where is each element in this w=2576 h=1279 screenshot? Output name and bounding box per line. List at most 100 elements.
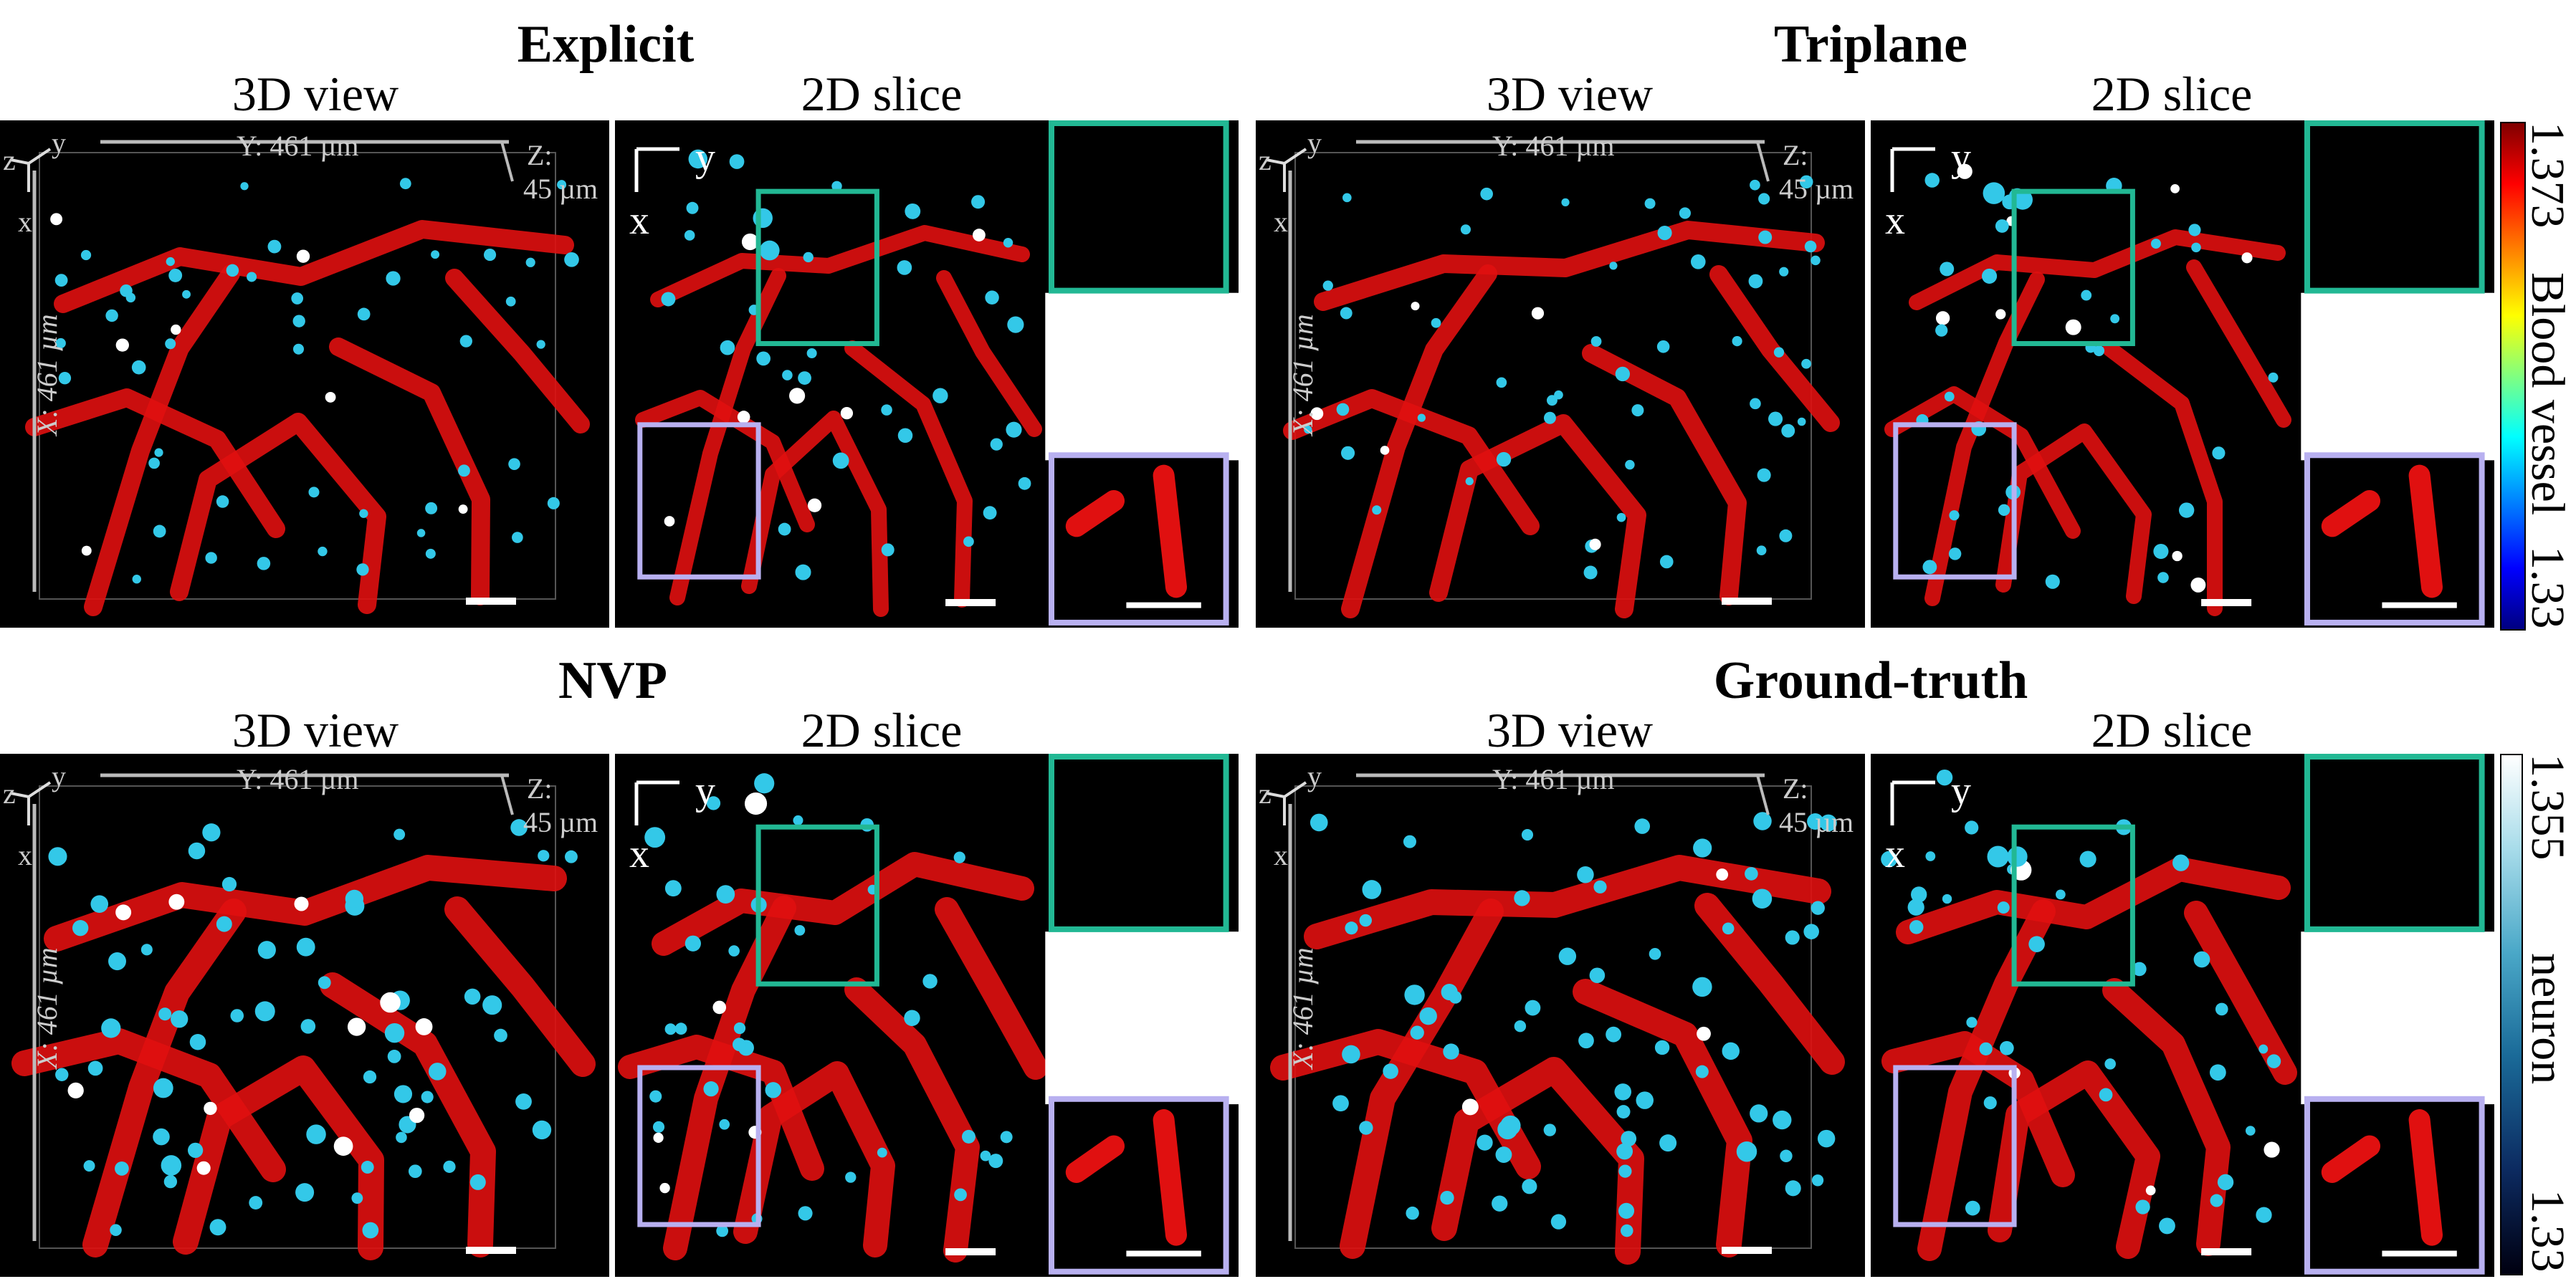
neuron-cell	[1936, 769, 1953, 786]
neuron-cell	[2172, 854, 2190, 871]
neuron-cell	[688, 149, 708, 169]
z-dimension-label: Z:	[1783, 772, 1808, 805]
neuron-cell	[659, 1182, 670, 1194]
neuron-cell	[158, 1007, 172, 1021]
neuron-cell	[308, 487, 320, 498]
neuron-cell	[384, 1022, 405, 1043]
neuron-cell	[1609, 262, 1618, 270]
neuron-cell	[972, 229, 986, 241]
neuron-cell	[380, 992, 401, 1013]
neuron-cell	[1340, 446, 1355, 460]
neuron-cell	[719, 1118, 730, 1130]
neuron-cell	[1957, 163, 1972, 179]
neuron-cell	[729, 154, 745, 169]
neuron-cell	[55, 337, 66, 349]
axis-y-label: y	[1951, 135, 1971, 180]
neuron-cell	[1561, 198, 1570, 206]
vessel-segment	[733, 1061, 895, 1258]
neuron-cell	[48, 847, 67, 866]
neuron-cell	[2012, 189, 2033, 210]
neuron-cell	[295, 1183, 315, 1202]
neuron-cell	[387, 1049, 401, 1063]
scale-bar	[1722, 598, 1772, 605]
axis-z-label: z	[3, 777, 16, 810]
neuron-cell	[153, 1078, 173, 1098]
neuron-cell	[564, 252, 579, 267]
neuron-cell	[216, 916, 232, 932]
neuron-cell	[1577, 866, 1594, 883]
axis-x-label: x	[629, 198, 649, 243]
neuron-cell	[1732, 336, 1742, 347]
neuron-cell	[168, 894, 185, 910]
neuron-cell	[983, 506, 997, 520]
z-dimension-arrow	[500, 141, 514, 182]
neuron-cell	[1922, 560, 1937, 575]
neuron-cell	[292, 343, 305, 355]
neuron-cell	[538, 850, 550, 862]
neuron-cell	[2263, 1141, 2280, 1158]
neuron-cell	[166, 257, 175, 267]
neuron-cell	[1304, 425, 1312, 434]
triplane-3d-view-panel: Y: 461 µm Z: 45 µm X: 461 µm z y x	[1256, 120, 1865, 628]
group-title-ground-truth: Ground-truth	[1713, 651, 2028, 710]
neuron-cell	[1811, 1174, 1824, 1187]
neuron-cell	[881, 543, 895, 557]
neuron-cell	[140, 944, 153, 956]
orientation-y-arrow	[27, 148, 52, 165]
inset-scale-bar	[1126, 1250, 1201, 1257]
neuron-cell	[1644, 198, 1656, 209]
neuron-cell	[1431, 317, 1441, 328]
roi-box-teal	[2011, 824, 2135, 987]
neuron-cell	[132, 575, 141, 584]
neuron-cell	[1372, 505, 1382, 515]
neuron-cell	[2056, 889, 2066, 900]
vessel-segment	[2186, 259, 2291, 428]
explicit-3d-view-panel: Y: 461 µm Z: 45 µm X: 461 µm z y x	[0, 120, 609, 628]
vessel-segment	[1881, 1031, 2075, 1187]
neuron-cell	[2193, 951, 2210, 968]
neuron-cell	[189, 1033, 206, 1050]
neuron-cell	[1924, 173, 1940, 188]
neuron-cell	[1657, 225, 1672, 241]
neuron-cell	[1440, 1190, 1454, 1205]
neuron-cell	[1593, 880, 1607, 894]
neuron-cell	[408, 1164, 422, 1179]
neuron-cell	[393, 828, 406, 840]
neuron-cell	[1925, 851, 1936, 861]
neuron-cell	[798, 371, 811, 385]
neuron-cell	[1007, 316, 1024, 333]
neuron-cell	[1616, 1143, 1633, 1160]
neuron-cell	[510, 819, 528, 836]
neuron-cell	[257, 941, 276, 959]
vessel-segment	[618, 1035, 824, 1181]
neuron-cell	[50, 213, 63, 226]
neuron-cell	[345, 889, 364, 909]
vessel-segment	[650, 225, 1030, 307]
neuron-cell	[988, 1154, 1003, 1169]
neuron-cell	[171, 1010, 189, 1028]
neuron-cell	[1817, 1129, 1836, 1148]
neuron-cell	[2256, 1207, 2272, 1223]
neuron-cell	[459, 335, 472, 348]
neuron-cell	[512, 532, 523, 543]
neuron-cell	[1332, 1095, 1349, 1112]
neuron-cell	[798, 1206, 813, 1221]
neuron-cell	[1965, 820, 1979, 835]
vessel-segment	[54, 220, 574, 313]
neuron-cell	[716, 885, 735, 904]
roi-box-lavender	[1893, 1065, 2017, 1227]
neuron-cell	[58, 372, 72, 385]
vessel-segment	[1896, 857, 2291, 944]
neuron-cell	[1820, 814, 1837, 832]
neuron-cell	[1406, 1206, 1419, 1220]
zoom-inset-lavender	[2304, 1096, 2485, 1275]
neuron-cell	[2172, 550, 2183, 562]
subtitle-3d-view: 3D view	[232, 703, 399, 757]
neuron-cell	[1693, 838, 1712, 858]
neuron-cell	[115, 1161, 129, 1176]
scale-bar	[945, 1248, 996, 1255]
slice-image	[634, 120, 1239, 626]
neuron-cell	[1758, 193, 1770, 205]
neuron-cell	[153, 524, 166, 538]
neuron-cell	[87, 1060, 103, 1076]
